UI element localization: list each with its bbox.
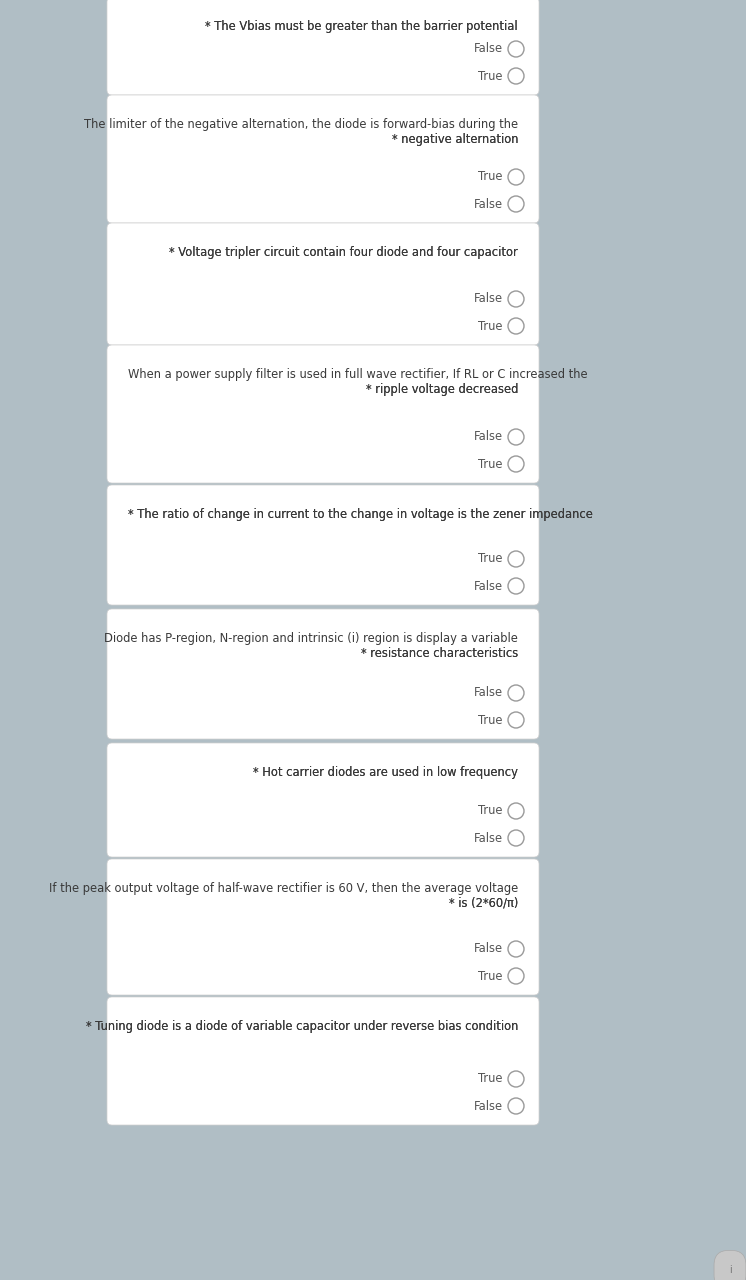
Text: When a power supply filter is used in full wave rectifier, If RL or C increased : When a power supply filter is used in fu… — [128, 369, 588, 381]
Text: * is (2*60/π): * is (2*60/π) — [448, 897, 518, 910]
FancyBboxPatch shape — [107, 0, 539, 95]
Text: True: True — [478, 969, 503, 983]
Circle shape — [508, 456, 524, 472]
Text: * negative alternation: * negative alternation — [392, 133, 518, 146]
FancyBboxPatch shape — [107, 95, 539, 223]
Text: True: True — [478, 713, 503, 727]
Text: * ripple voltage decreased: * ripple voltage decreased — [366, 383, 518, 396]
Circle shape — [508, 429, 524, 445]
Circle shape — [508, 579, 524, 594]
Text: i: i — [729, 1265, 731, 1275]
FancyBboxPatch shape — [107, 997, 539, 1125]
Text: * ripple voltage decreased: * ripple voltage decreased — [366, 383, 518, 396]
Text: The limiter of the negative alternation, the diode is forward-bias during the: The limiter of the negative alternation,… — [84, 118, 518, 131]
Text: * Voltage tripler circuit contain four diode and four capacitor: * Voltage tripler circuit contain four d… — [169, 246, 518, 259]
Text: True: True — [478, 553, 503, 566]
Circle shape — [508, 550, 524, 567]
FancyBboxPatch shape — [107, 346, 539, 483]
Text: False: False — [474, 293, 503, 306]
Circle shape — [508, 712, 524, 728]
Circle shape — [508, 829, 524, 846]
Circle shape — [508, 685, 524, 701]
Text: False: False — [474, 197, 503, 210]
Text: * Tuning diode is a diode of variable capacitor under reverse bias condition: * Tuning diode is a diode of variable ca… — [86, 1020, 518, 1033]
Text: False: False — [474, 942, 503, 955]
Text: True: True — [478, 457, 503, 471]
Circle shape — [508, 1098, 524, 1114]
Text: False: False — [474, 430, 503, 443]
Text: False: False — [474, 1100, 503, 1112]
Text: True: True — [478, 69, 503, 82]
Text: * The Vbias must be greater than the barrier potential: * The Vbias must be greater than the bar… — [205, 20, 518, 33]
Text: * Hot carrier diodes are used in low frequency: * Hot carrier diodes are used in low fre… — [253, 765, 518, 780]
Text: True: True — [478, 320, 503, 333]
Text: * is (2*60/π): * is (2*60/π) — [448, 897, 518, 910]
Text: If the peak output voltage of half-wave rectifier is 60 V, then the average volt: If the peak output voltage of half-wave … — [48, 882, 518, 895]
FancyBboxPatch shape — [107, 859, 539, 995]
Text: * Hot carrier diodes are used in low frequency: * Hot carrier diodes are used in low fre… — [253, 765, 518, 780]
Text: * The ratio of change in current to the change in voltage is the zener impedance: * The ratio of change in current to the … — [128, 508, 593, 521]
FancyBboxPatch shape — [107, 742, 539, 858]
Text: False: False — [474, 686, 503, 699]
FancyBboxPatch shape — [107, 485, 539, 605]
Text: * The Vbias must be greater than the barrier potential: * The Vbias must be greater than the bar… — [205, 20, 518, 33]
Text: * resistance characteristics: * resistance characteristics — [361, 646, 518, 660]
Circle shape — [508, 941, 524, 957]
Text: False: False — [474, 832, 503, 845]
Circle shape — [508, 68, 524, 84]
Text: * The ratio of change in current to the change in voltage is the zener impedance: * The ratio of change in current to the … — [128, 508, 593, 521]
FancyBboxPatch shape — [107, 223, 539, 346]
Text: True: True — [478, 170, 503, 183]
Text: * negative alternation: * negative alternation — [392, 133, 518, 146]
Text: False: False — [474, 42, 503, 55]
Text: * resistance characteristics: * resistance characteristics — [361, 646, 518, 660]
Circle shape — [508, 291, 524, 307]
Text: False: False — [474, 580, 503, 593]
Circle shape — [508, 169, 524, 186]
Circle shape — [508, 317, 524, 334]
Text: Diode has P-region, N-region and intrinsic (i) region is display a variable: Diode has P-region, N-region and intrins… — [104, 632, 518, 645]
Circle shape — [508, 803, 524, 819]
Text: True: True — [478, 1073, 503, 1085]
Text: * Voltage tripler circuit contain four diode and four capacitor: * Voltage tripler circuit contain four d… — [169, 246, 518, 259]
Circle shape — [508, 41, 524, 58]
FancyBboxPatch shape — [107, 609, 539, 739]
Text: * Tuning diode is a diode of variable capacitor under reverse bias condition: * Tuning diode is a diode of variable ca… — [86, 1020, 518, 1033]
Circle shape — [508, 196, 524, 212]
Circle shape — [508, 968, 524, 984]
Text: True: True — [478, 805, 503, 818]
Circle shape — [508, 1071, 524, 1087]
